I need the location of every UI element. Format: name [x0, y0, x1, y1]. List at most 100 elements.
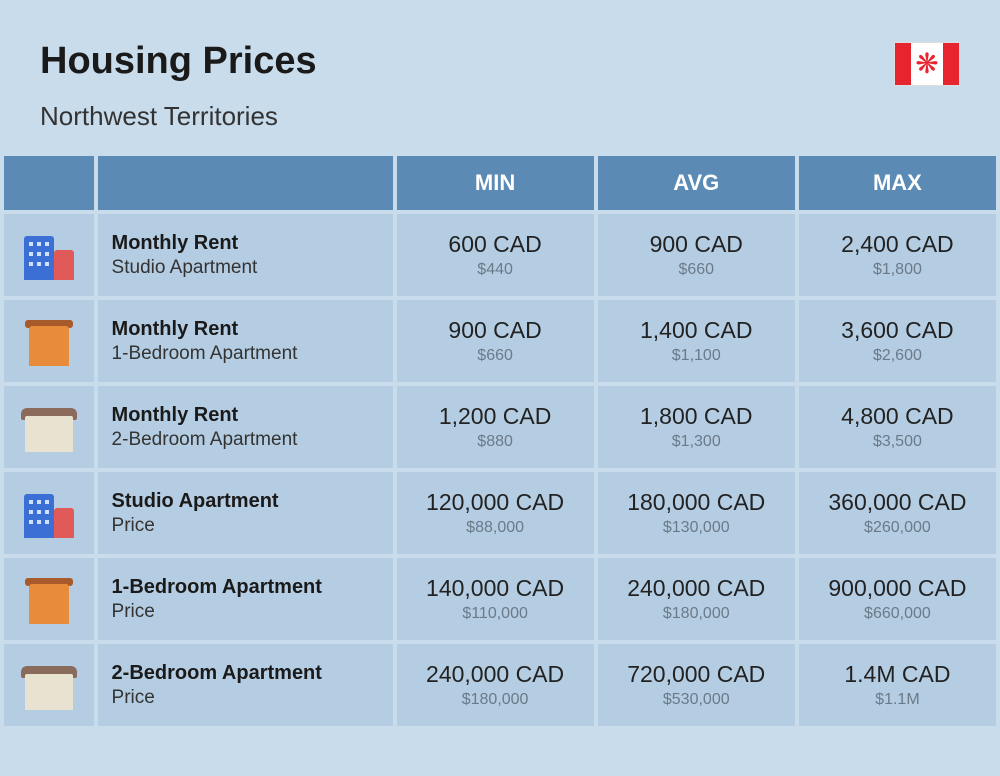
row-label-cell: 1-Bedroom ApartmentPrice: [98, 558, 393, 640]
max-value: 4,800 CAD: [807, 402, 988, 431]
row-subtitle: Price: [112, 600, 385, 625]
avg-value: 720,000 CAD: [606, 660, 787, 689]
table-row: Monthly Rent2-Bedroom Apartment1,200 CAD…: [4, 386, 996, 468]
header: Housing Prices Northwest Territories ❋: [0, 0, 1000, 152]
avg-usd: $180,000: [606, 604, 787, 624]
header-max: MAX: [799, 156, 996, 210]
row-title: Studio Apartment: [112, 488, 385, 514]
row-title: Monthly Rent: [112, 230, 385, 256]
header-min: MIN: [397, 156, 594, 210]
min-value: 240,000 CAD: [405, 660, 586, 689]
max-usd: $2,600: [807, 346, 988, 366]
min-usd: $660: [405, 346, 586, 366]
min-cell: 600 CAD$440: [397, 214, 594, 296]
row-label-cell: 2-Bedroom ApartmentPrice: [98, 644, 393, 726]
min-usd: $180,000: [405, 690, 586, 710]
min-usd: $88,000: [405, 518, 586, 538]
avg-value: 180,000 CAD: [606, 488, 787, 517]
row-subtitle: 2-Bedroom Apartment: [112, 428, 385, 453]
canada-flag-icon: ❋: [894, 42, 960, 86]
max-value: 900,000 CAD: [807, 574, 988, 603]
avg-usd: $660: [606, 260, 787, 280]
max-usd: $660,000: [807, 604, 988, 624]
avg-value: 900 CAD: [606, 230, 787, 259]
row-subtitle: Price: [112, 686, 385, 711]
min-value: 140,000 CAD: [405, 574, 586, 603]
row-subtitle: Studio Apartment: [112, 256, 385, 281]
avg-cell: 900 CAD$660: [598, 214, 795, 296]
header-empty-label: [98, 156, 393, 210]
house-icon: [21, 402, 77, 452]
row-icon-cell: [4, 300, 94, 382]
min-value: 120,000 CAD: [405, 488, 586, 517]
min-cell: 140,000 CAD$110,000: [397, 558, 594, 640]
avg-value: 1,400 CAD: [606, 316, 787, 345]
min-value: 1,200 CAD: [405, 402, 586, 431]
table-row: Monthly RentStudio Apartment600 CAD$4409…: [4, 214, 996, 296]
min-cell: 120,000 CAD$88,000: [397, 472, 594, 554]
row-icon-cell: [4, 644, 94, 726]
min-usd: $440: [405, 260, 586, 280]
avg-cell: 180,000 CAD$130,000: [598, 472, 795, 554]
house-icon: [21, 660, 77, 710]
row-title: Monthly Rent: [112, 316, 385, 342]
row-title: 1-Bedroom Apartment: [112, 574, 385, 600]
avg-usd: $130,000: [606, 518, 787, 538]
max-cell: 3,600 CAD$2,600: [799, 300, 996, 382]
table-row: 2-Bedroom ApartmentPrice240,000 CAD$180,…: [4, 644, 996, 726]
row-label-cell: Studio ApartmentPrice: [98, 472, 393, 554]
max-value: 2,400 CAD: [807, 230, 988, 259]
min-cell: 240,000 CAD$180,000: [397, 644, 594, 726]
row-label-cell: Monthly Rent1-Bedroom Apartment: [98, 300, 393, 382]
row-subtitle: 1-Bedroom Apartment: [112, 342, 385, 367]
row-icon-cell: [4, 558, 94, 640]
table-row: Studio ApartmentPrice120,000 CAD$88,0001…: [4, 472, 996, 554]
max-cell: 1.4M CAD$1.1M: [799, 644, 996, 726]
min-value: 600 CAD: [405, 230, 586, 259]
table-row: Monthly Rent1-Bedroom Apartment900 CAD$6…: [4, 300, 996, 382]
row-icon-cell: [4, 214, 94, 296]
min-value: 900 CAD: [405, 316, 586, 345]
page-title: Housing Prices: [40, 40, 960, 83]
avg-cell: 720,000 CAD$530,000: [598, 644, 795, 726]
buildings-icon: [20, 488, 78, 538]
min-usd: $110,000: [405, 604, 586, 624]
max-cell: 900,000 CAD$660,000: [799, 558, 996, 640]
avg-usd: $1,300: [606, 432, 787, 452]
max-usd: $260,000: [807, 518, 988, 538]
row-label-cell: Monthly Rent2-Bedroom Apartment: [98, 386, 393, 468]
row-label-cell: Monthly RentStudio Apartment: [98, 214, 393, 296]
row-title: Monthly Rent: [112, 402, 385, 428]
row-icon-cell: [4, 472, 94, 554]
max-cell: 4,800 CAD$3,500: [799, 386, 996, 468]
max-value: 1.4M CAD: [807, 660, 988, 689]
min-cell: 1,200 CAD$880: [397, 386, 594, 468]
max-usd: $1.1M: [807, 690, 988, 710]
max-cell: 360,000 CAD$260,000: [799, 472, 996, 554]
header-avg: AVG: [598, 156, 795, 210]
avg-cell: 1,400 CAD$1,100: [598, 300, 795, 382]
page-subtitle: Northwest Territories: [40, 101, 960, 132]
row-subtitle: Price: [112, 514, 385, 539]
buildings-icon: [20, 230, 78, 280]
row-icon-cell: [4, 386, 94, 468]
avg-cell: 1,800 CAD$1,300: [598, 386, 795, 468]
max-value: 3,600 CAD: [807, 316, 988, 345]
building-icon: [23, 316, 75, 366]
avg-cell: 240,000 CAD$180,000: [598, 558, 795, 640]
avg-usd: $530,000: [606, 690, 787, 710]
table-header-row: MIN AVG MAX: [4, 156, 996, 210]
max-usd: $1,800: [807, 260, 988, 280]
avg-usd: $1,100: [606, 346, 787, 366]
avg-value: 240,000 CAD: [606, 574, 787, 603]
avg-value: 1,800 CAD: [606, 402, 787, 431]
row-title: 2-Bedroom Apartment: [112, 660, 385, 686]
header-empty-icon: [4, 156, 94, 210]
building-icon: [23, 574, 75, 624]
pricing-table: MIN AVG MAX Monthly RentStudio Apartment…: [0, 152, 1000, 730]
min-usd: $880: [405, 432, 586, 452]
max-value: 360,000 CAD: [807, 488, 988, 517]
max-cell: 2,400 CAD$1,800: [799, 214, 996, 296]
min-cell: 900 CAD$660: [397, 300, 594, 382]
table-row: 1-Bedroom ApartmentPrice140,000 CAD$110,…: [4, 558, 996, 640]
